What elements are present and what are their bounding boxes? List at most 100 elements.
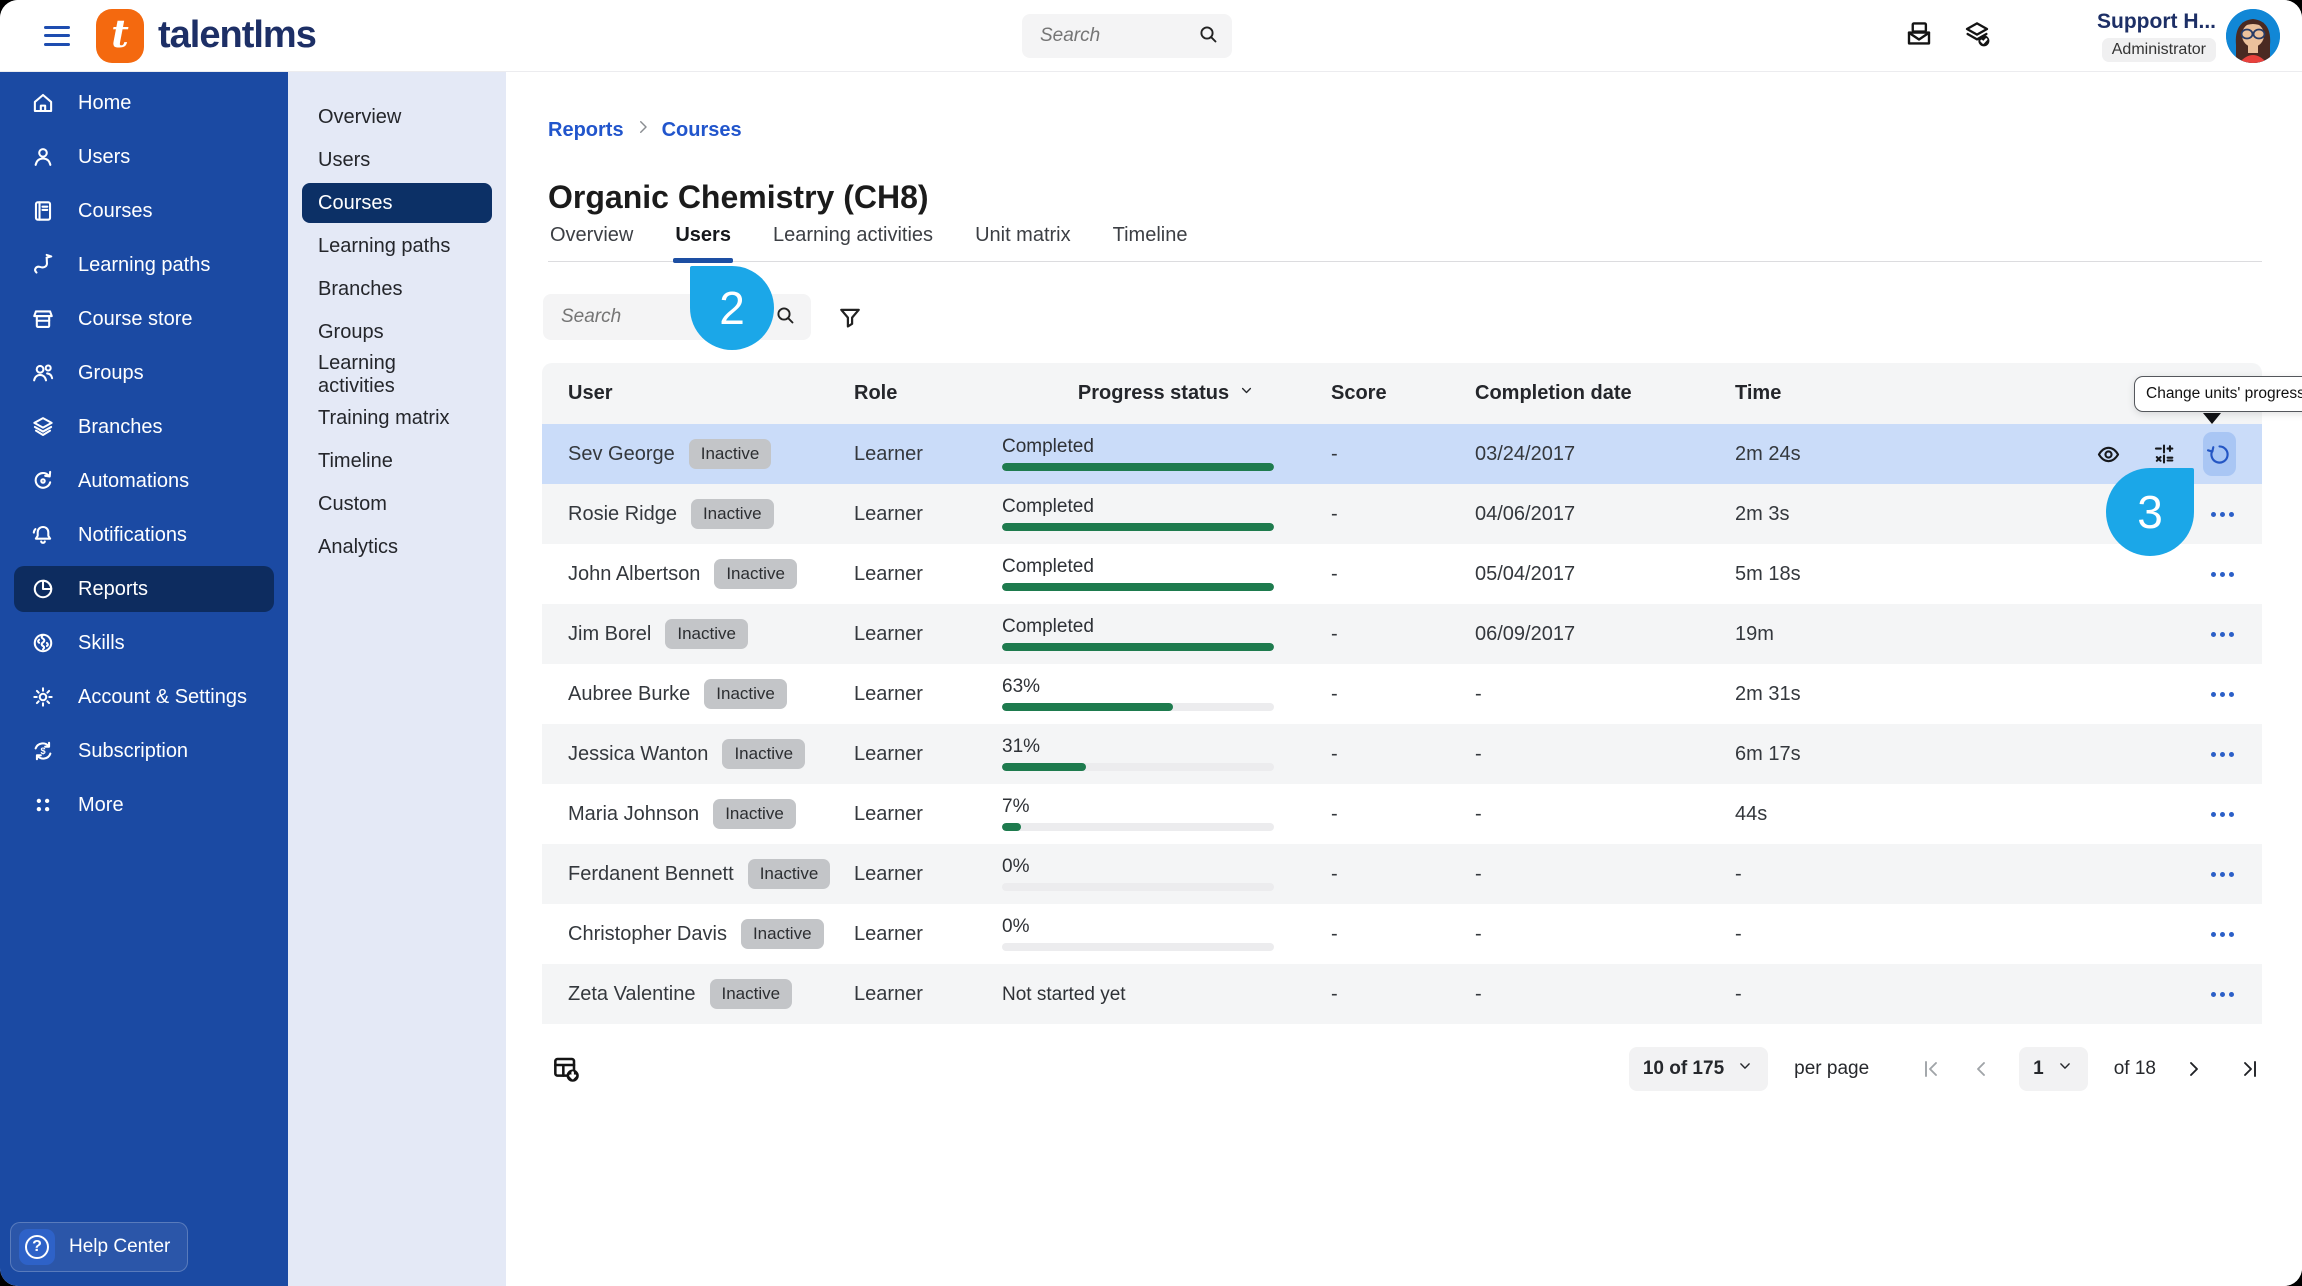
progress-bar <box>1002 943 1274 951</box>
tab-overview[interactable]: Overview <box>550 224 634 246</box>
row-menu-button[interactable] <box>2209 686 2236 703</box>
avatar[interactable] <box>2226 9 2280 63</box>
table-row[interactable]: Maria Johnson Inactive Learner 7% - - 44s <box>542 784 2262 844</box>
breadcrumb-reports[interactable]: Reports <box>548 118 624 141</box>
submenu-item-analytics[interactable]: Analytics <box>318 535 399 558</box>
table-row[interactable]: Ferdanent Bennett Inactive Learner 0% - - - <box>542 844 2262 904</box>
submenu-item-learning-activities[interactable]: Learning activities <box>318 352 396 397</box>
messages-icon[interactable] <box>1904 19 1934 54</box>
score-cell: - <box>1331 622 1338 645</box>
table-row[interactable]: Aubree Burke Inactive Learner 63% - - 2m 31s <box>542 664 2262 724</box>
global-search[interactable] <box>1022 14 1232 58</box>
time-cell: - <box>1735 982 1742 1005</box>
talentlms-logo-icon[interactable]: t <box>96 8 144 63</box>
inactive-badge: Inactive <box>722 739 806 769</box>
row-menu-button[interactable] <box>2209 626 2236 643</box>
inactive-badge: Inactive <box>665 619 748 649</box>
tab-unit-matrix[interactable]: Unit matrix <box>975 224 1071 246</box>
course-stack-icon[interactable] <box>1962 19 1992 54</box>
sidebar-item-label: Account & Settings <box>78 685 247 708</box>
hamburger-menu-icon[interactable] <box>44 25 70 46</box>
table-row[interactable]: John Albertson Inactive Learner Completed - 0… <box>542 544 2262 604</box>
submenu-item-timeline[interactable]: Timeline <box>318 449 393 472</box>
progress-bar <box>1002 823 1274 831</box>
tab-users[interactable]: Users <box>673 220 733 263</box>
completion-date-cell: 05/04/2017 <box>1475 562 1576 585</box>
submenu-item-training-matrix[interactable]: Training matrix <box>318 406 450 429</box>
sidebar-item-account-settings[interactable]: Account & Settings <box>14 674 274 720</box>
row-menu-button[interactable] <box>2209 986 2236 1003</box>
column-header-score: Score <box>1331 382 1387 404</box>
bell-icon <box>30 522 56 548</box>
table-row[interactable]: Christopher Davis Inactive Learner 0% - - - <box>542 904 2262 964</box>
submenu-item-overview[interactable]: Overview <box>318 105 402 128</box>
progress-cell: 7% <box>1002 797 1331 831</box>
submenu-item-branches[interactable]: Branches <box>318 277 403 300</box>
breadcrumb-courses[interactable]: Courses <box>661 118 742 141</box>
sidebar-item-label: Users <box>78 145 131 168</box>
row-menu-button[interactable] <box>2209 806 2236 823</box>
row-menu-button[interactable] <box>2209 926 2236 943</box>
last-page-button[interactable] <box>2238 1057 2262 1081</box>
sidebar-item-more[interactable]: More <box>14 782 274 828</box>
table-row[interactable]: Jessica Wanton Inactive Learner 31% - - 6m 17s <box>542 724 2262 784</box>
sidebar-item-courses[interactable]: Courses <box>14 188 274 234</box>
sidebar-item-groups[interactable]: Groups <box>14 350 274 396</box>
group-icon <box>30 360 56 386</box>
sidebar-item-learning-paths[interactable]: Learning paths <box>14 242 274 288</box>
user-menu[interactable]: Support H... Administrator <box>2097 0 2216 72</box>
help-center-button[interactable]: ? Help Center <box>10 1222 188 1272</box>
home-icon <box>30 90 56 116</box>
sidebar-item-subscription[interactable]: $ Subscription <box>14 728 274 774</box>
row-menu-button[interactable] <box>2209 506 2236 523</box>
sidebar-item-automations[interactable]: Automations <box>14 458 274 504</box>
sidebar-item-reports[interactable]: Reports <box>14 566 274 612</box>
row-menu-button[interactable] <box>2209 566 2236 583</box>
previous-page-button[interactable] <box>1969 1057 1993 1081</box>
tab-timeline[interactable]: Timeline <box>1112 224 1188 246</box>
progress-cell: Completed <box>1002 557 1331 591</box>
page-size-dropdown[interactable]: 10 of 175 <box>1628 1047 1769 1091</box>
sidebar-item-users[interactable]: Users <box>14 134 274 180</box>
sidebar-item-label: Reports <box>78 577 149 600</box>
sidebar-item-notifications[interactable]: Notifications <box>14 512 274 558</box>
next-page-button[interactable] <box>2182 1057 2206 1081</box>
progress-cell: Completed <box>1002 617 1331 651</box>
score-cell: - <box>1331 922 1338 945</box>
sidebar-item-label: Automations <box>78 469 190 492</box>
score-cell: - <box>1331 982 1338 1005</box>
sidebar-item-course-store[interactable]: Course store <box>14 296 274 342</box>
user-name: Jim Borel <box>568 622 652 645</box>
submenu-item-learning-paths[interactable]: Learning paths <box>318 234 451 257</box>
sidebar-item-home[interactable]: Home <box>14 80 274 126</box>
row-menu-button[interactable] <box>2209 866 2236 883</box>
submenu-item-users[interactable]: Users <box>318 148 371 171</box>
table-row[interactable]: Jim Borel Inactive Learner Completed - 06/09/… <box>542 604 2262 664</box>
sidebar-item-skills[interactable]: Skills <box>14 620 274 666</box>
row-actions <box>2092 866 2262 883</box>
view-user-progress-button[interactable] <box>2092 432 2125 476</box>
submenu-item-courses[interactable]: Courses <box>302 183 492 223</box>
page-number-dropdown[interactable]: 1 <box>2019 1047 2088 1091</box>
table-search-icon[interactable] <box>773 303 797 332</box>
export-table-icon[interactable] <box>550 1053 582 1085</box>
submenu-item-groups[interactable]: Groups <box>318 320 384 343</box>
row-menu-button[interactable] <box>2209 746 2236 763</box>
table-row[interactable]: Rosie Ridge Inactive Learner Completed - 04/0… <box>542 484 2262 544</box>
table-row[interactable]: Sev George Inactive Learner Completed - 03/24… <box>542 424 2262 484</box>
reset-progress-button[interactable] <box>2202 432 2236 476</box>
tab-learning-activities[interactable]: Learning activities <box>772 224 934 246</box>
sort-chevron-icon[interactable] <box>1238 382 1255 405</box>
sidebar-item-branches[interactable]: Branches <box>14 404 274 450</box>
user-cell: Maria Johnson Inactive <box>542 799 854 829</box>
score-cell: - <box>1331 442 1338 465</box>
search-icon[interactable] <box>1196 22 1220 51</box>
column-header-completion-date: Completion date <box>1475 382 1632 404</box>
submenu-item-custom[interactable]: Custom <box>318 492 387 515</box>
first-page-button[interactable] <box>1919 1057 1943 1081</box>
user-name: Ferdanent Bennett <box>568 862 734 885</box>
global-search-input[interactable] <box>1038 24 1196 48</box>
filter-icon[interactable] <box>836 304 864 332</box>
unit-matrix-button[interactable] <box>2147 432 2180 476</box>
table-row[interactable]: Zeta Valentine Inactive Learner Not started… <box>542 964 2262 1024</box>
